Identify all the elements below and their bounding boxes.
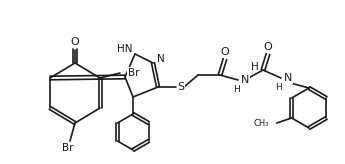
Text: N: N <box>157 54 165 64</box>
Text: N: N <box>284 73 292 83</box>
Text: N: N <box>241 75 249 85</box>
Text: HN: HN <box>117 44 132 54</box>
Text: H: H <box>276 82 282 92</box>
Text: O: O <box>264 42 272 52</box>
Text: Br: Br <box>62 143 74 153</box>
Text: S: S <box>177 82 185 92</box>
Text: Br: Br <box>128 68 139 78</box>
Text: H: H <box>251 62 259 72</box>
Text: H: H <box>233 84 239 93</box>
Text: O: O <box>71 37 79 47</box>
Text: O: O <box>220 47 229 57</box>
Text: CH₃: CH₃ <box>253 119 269 127</box>
